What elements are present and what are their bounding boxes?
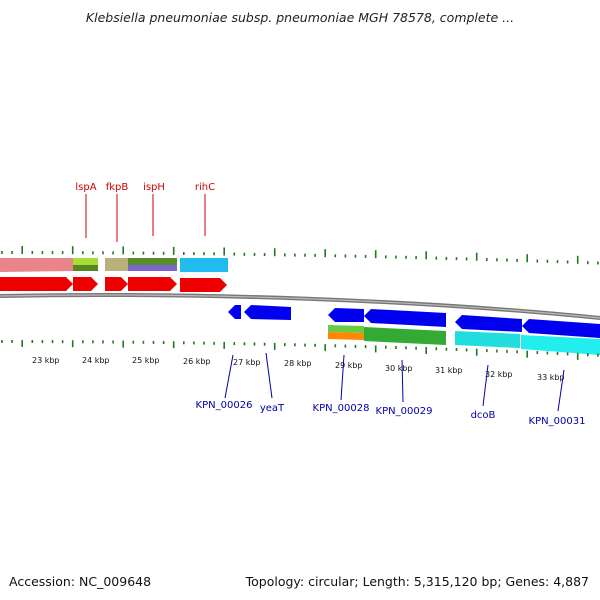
inner-gene-labels[interactable]: KPN_00026 yeaT KPN_00028 KPN_00029 dcoB …: [196, 352, 586, 427]
cog-box: [455, 331, 520, 348]
topology-summary: Topology: circular; Length: 5,315,120 bp…: [245, 574, 589, 589]
accession-label: Accession: NC_009648: [9, 574, 152, 589]
scale-label: 26 kbp: [183, 357, 211, 366]
gene-label-dcoB: dcoB: [471, 410, 496, 421]
inner-cog-track: [328, 325, 600, 355]
cog-box: [128, 258, 177, 265]
outer-cog-track: [0, 258, 228, 272]
cog-box: [328, 332, 364, 340]
gene-arrow-rihC: [180, 278, 227, 292]
inner-gene-arrows[interactable]: [228, 305, 600, 338]
gene-label-KPN_00028: KPN_00028: [313, 403, 370, 414]
gene-arrow-fkpB: [105, 277, 128, 291]
cog-box: [0, 258, 73, 272]
cog-box: [521, 335, 600, 355]
gene-label-KPN_00031: KPN_00031: [529, 416, 586, 427]
gene-label-KPN_00029: KPN_00029: [376, 406, 433, 417]
cog-box: [105, 258, 128, 271]
cog-box: [364, 327, 446, 345]
scale-label: 23 kbp: [32, 356, 60, 365]
lower-tick-row: [1, 340, 599, 360]
gene-label-ispH: ispH: [143, 182, 165, 193]
scale-label: 25 kbp: [132, 356, 160, 365]
gene-arrow-dcoB: [455, 315, 522, 332]
gene-arrow-KPN_00026: [228, 305, 241, 319]
gene-arrow: [0, 277, 73, 291]
scale-label: 24 kbp: [82, 356, 110, 365]
map-title: Klebsiella pneumoniae subsp. pneumoniae …: [85, 10, 515, 25]
gene-label-fkpB: fkpB: [106, 182, 129, 193]
scale-label: 30 kbp: [385, 364, 413, 373]
scale-labels: 23 kbp 24 kbp 25 kbp 26 kbp 27 kbp 28 kb…: [32, 356, 565, 382]
gene-arrow-KPN_00029: [364, 309, 446, 327]
cog-box: [128, 265, 177, 271]
gene-label-rihC: rihC: [195, 182, 215, 193]
gene-arrow-ispH: [128, 277, 177, 291]
gene-arrow-yeaT: [244, 305, 291, 320]
scale-label: 32 kbp: [485, 370, 513, 379]
gene-label-lspA: lspA: [75, 182, 96, 193]
outer-gene-arrows[interactable]: [0, 277, 227, 292]
gene-arrow-lspA: [73, 277, 98, 291]
upper-tick-row: [1, 246, 599, 265]
gene-arrow-KPN_00028: [328, 308, 364, 322]
scale-label: 27 kbp: [233, 358, 261, 367]
gene-arrow-KPN_00031: [522, 319, 600, 338]
gene-label-yeaT: yeaT: [260, 403, 285, 414]
cog-box: [328, 325, 364, 333]
cog-box: [73, 265, 98, 271]
scale-label: 28 kbp: [284, 359, 312, 368]
scale-label: 33 kbp: [537, 373, 565, 382]
gene-label-KPN_00026: KPN_00026: [196, 400, 253, 411]
outer-gene-labels[interactable]: lspA fkpB ispH rihC: [75, 182, 215, 242]
scale-label: 29 kbp: [335, 361, 363, 370]
scale-label: 31 kbp: [435, 366, 463, 375]
cog-box: [73, 258, 98, 265]
cog-box: [180, 258, 228, 272]
